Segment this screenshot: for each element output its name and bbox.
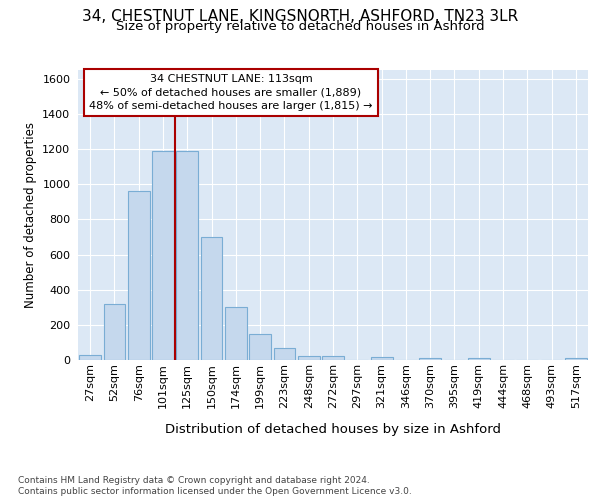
Bar: [565, 358, 587, 360]
Bar: [79, 354, 101, 360]
Bar: [176, 151, 198, 360]
Bar: [371, 358, 392, 360]
Text: Contains public sector information licensed under the Open Government Licence v3: Contains public sector information licen…: [18, 487, 412, 496]
Y-axis label: Number of detached properties: Number of detached properties: [23, 122, 37, 308]
Text: Contains HM Land Registry data © Crown copyright and database right 2024.: Contains HM Land Registry data © Crown c…: [18, 476, 370, 485]
Text: Size of property relative to detached houses in Ashford: Size of property relative to detached ho…: [116, 20, 484, 33]
Text: 34 CHESTNUT LANE: 113sqm
← 50% of detached houses are smaller (1,889)
48% of sem: 34 CHESTNUT LANE: 113sqm ← 50% of detach…: [89, 74, 373, 111]
Text: 34, CHESTNUT LANE, KINGSNORTH, ASHFORD, TN23 3LR: 34, CHESTNUT LANE, KINGSNORTH, ASHFORD, …: [82, 9, 518, 24]
Bar: [419, 358, 441, 360]
Bar: [298, 356, 320, 360]
Bar: [225, 308, 247, 360]
Bar: [200, 237, 223, 360]
Text: Distribution of detached houses by size in Ashford: Distribution of detached houses by size …: [165, 422, 501, 436]
Bar: [128, 192, 149, 360]
Bar: [468, 358, 490, 360]
Bar: [104, 304, 125, 360]
Bar: [274, 348, 295, 360]
Bar: [249, 334, 271, 360]
Bar: [152, 151, 174, 360]
Bar: [322, 356, 344, 360]
